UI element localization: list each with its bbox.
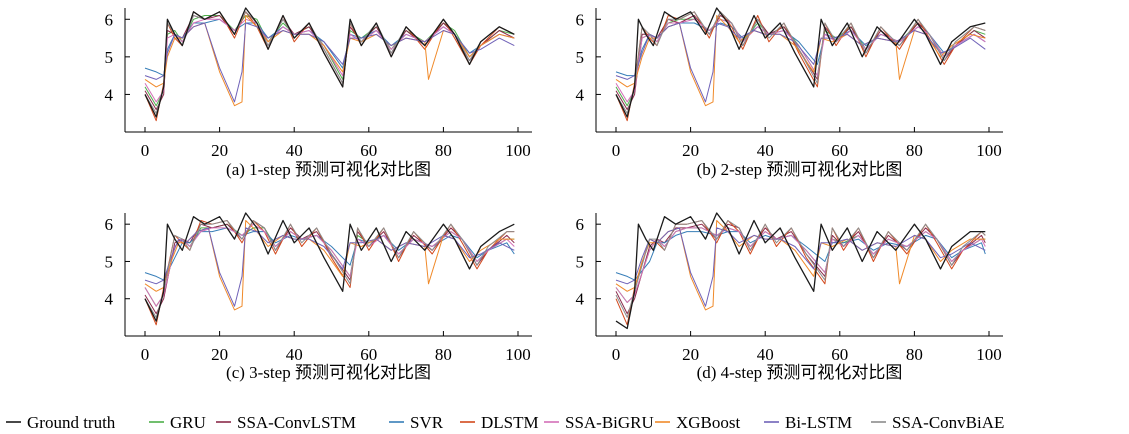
y-tick-label: 6 xyxy=(105,215,114,234)
chart-title: (a) 1-step 预测可视化对比图 xyxy=(226,160,431,179)
x-tick-label: 80 xyxy=(435,141,452,160)
series-line-ground-truth xyxy=(144,212,515,322)
series-line-svr xyxy=(615,231,986,281)
y-tick-label: 5 xyxy=(105,48,114,67)
x-tick-label: 60 xyxy=(360,345,377,364)
legend-item: SVR xyxy=(389,413,444,432)
legend-label: SVR xyxy=(410,413,444,432)
x-tick-label: 20 xyxy=(682,141,699,160)
x-tick-label: 100 xyxy=(505,345,531,364)
legend-item: SSA-ConvBiAE xyxy=(871,413,1004,432)
x-tick-label: 100 xyxy=(505,141,531,160)
x-tick-label: 80 xyxy=(906,345,923,364)
legend-label: SSA-ConvBiAE xyxy=(892,413,1004,432)
series-line-ssa-convbiae xyxy=(615,11,986,114)
chart-title: (b) 2-step 预测可视化对比图 xyxy=(697,160,903,179)
legend: Ground truth GRU SSA-ConvLSTM SVR DLSTM SSA-B… xyxy=(6,413,1004,432)
series-line-ssa-bigru xyxy=(144,18,515,103)
x-tick-label: 60 xyxy=(831,141,848,160)
y-tick-label: 6 xyxy=(576,10,585,29)
x-tick-label: 100 xyxy=(976,345,1002,364)
series-line-dlstm xyxy=(144,11,515,122)
x-tick-label: 40 xyxy=(286,345,303,364)
x-tick-label: 20 xyxy=(211,345,228,364)
series-line-xgboost xyxy=(144,15,515,107)
legend-item: XGBoost xyxy=(655,413,741,432)
legend-label: SSA-BiGRU xyxy=(565,413,654,432)
x-tick-label: 80 xyxy=(906,141,923,160)
x-tick-label: 0 xyxy=(612,141,621,160)
y-tick-label: 4 xyxy=(576,85,585,104)
legend-item: Bi-LSTM xyxy=(764,413,852,432)
series-line-gru xyxy=(615,227,986,303)
y-tick-label: 6 xyxy=(576,215,585,234)
series-line-ssa-convlstm xyxy=(144,11,515,110)
x-tick-label: 40 xyxy=(286,141,303,160)
series-line-xgboost xyxy=(144,220,515,311)
y-tick-label: 4 xyxy=(105,85,114,104)
legend-label: Bi-LSTM xyxy=(785,413,852,432)
series-line-ssa-bigru xyxy=(615,227,986,303)
x-tick-label: 0 xyxy=(141,141,150,160)
series-line-svr xyxy=(144,18,515,77)
series-line-gru xyxy=(144,15,515,107)
series-line-xgboost xyxy=(615,15,986,107)
series-line-bi-lstm xyxy=(615,22,986,103)
series-line-ssa-bigru xyxy=(144,223,515,307)
chart-title: (c) 3-step 预测可视化对比图 xyxy=(226,363,431,382)
legend-item: SSA-BiGRU xyxy=(544,413,654,432)
legend-label: XGBoost xyxy=(676,413,741,432)
series-line-dlstm xyxy=(615,220,986,326)
x-tick-label: 60 xyxy=(360,141,377,160)
legend-label: DLSTM xyxy=(481,413,539,432)
series-line-ground-truth xyxy=(144,7,515,118)
x-tick-label: 100 xyxy=(976,141,1002,160)
x-tick-label: 80 xyxy=(435,345,452,364)
y-tick-label: 6 xyxy=(105,10,114,29)
x-tick-label: 20 xyxy=(682,345,699,364)
series-line-bi-lstm xyxy=(144,22,515,103)
y-tick-label: 4 xyxy=(105,290,114,309)
x-tick-label: 40 xyxy=(757,345,774,364)
series-line-ground-truth xyxy=(615,7,986,118)
legend-item: SSA-ConvLSTM xyxy=(216,413,356,432)
series-line-bi-lstm xyxy=(615,227,986,307)
series-line-ground-truth xyxy=(615,212,986,330)
y-tick-label: 5 xyxy=(576,48,585,67)
legend-item: GRU xyxy=(149,413,206,432)
x-tick-label: 0 xyxy=(612,345,621,364)
y-tick-label: 5 xyxy=(105,252,114,271)
series-line-ssa-convbiae xyxy=(144,220,515,318)
y-tick-label: 4 xyxy=(576,290,585,309)
chart-title: (d) 4-step 预测可视化对比图 xyxy=(697,363,903,382)
x-tick-label: 0 xyxy=(141,345,150,364)
x-tick-label: 20 xyxy=(211,141,228,160)
legend-item: DLSTM xyxy=(460,413,539,432)
legend-label: SSA-ConvLSTM xyxy=(237,413,356,432)
legend-label: GRU xyxy=(170,413,206,432)
x-tick-label: 60 xyxy=(831,345,848,364)
legend-item: Ground truth xyxy=(6,413,116,432)
legend-label: Ground truth xyxy=(27,413,116,432)
series-line-dlstm xyxy=(615,11,986,122)
y-tick-label: 5 xyxy=(576,252,585,271)
series-line-ssa-bigru xyxy=(615,18,986,103)
x-tick-label: 40 xyxy=(757,141,774,160)
